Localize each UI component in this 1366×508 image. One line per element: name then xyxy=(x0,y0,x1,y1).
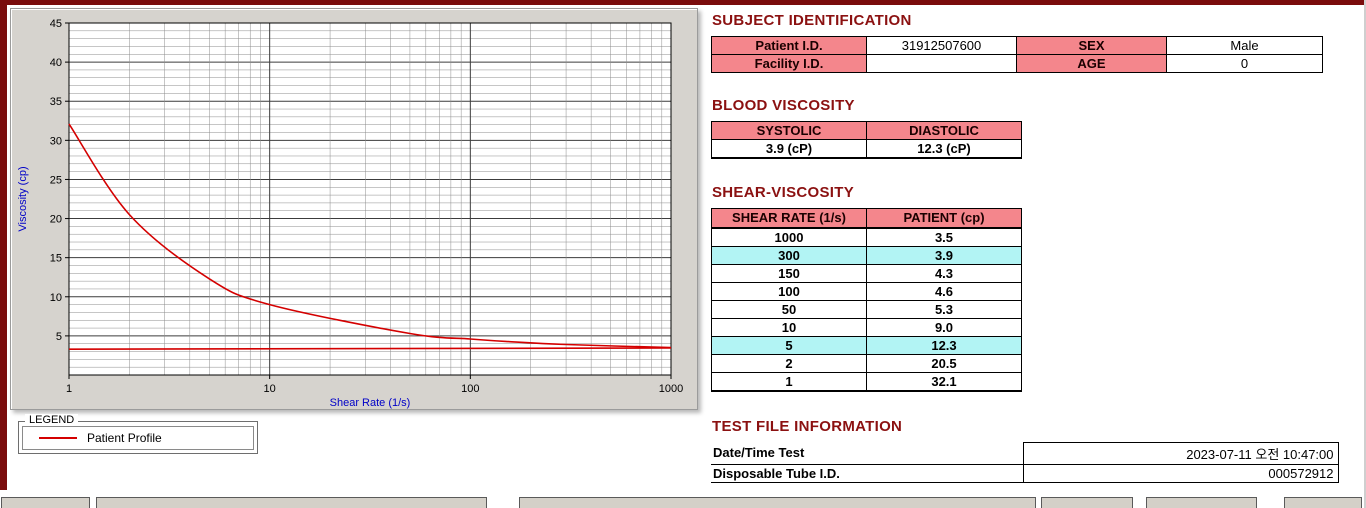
patient-id-value: 31912507600 xyxy=(866,36,1017,55)
svg-text:35: 35 xyxy=(50,96,62,108)
viscosity-chart-panel: 5 10 15 20 25 30 35 40 45 1 10 100 1000 Shear Rate (1… xyxy=(10,8,698,410)
table-row: Patient I.D. 31912507600 SEX Male xyxy=(711,36,1323,55)
shear-viscosity-body: 1000 3.5 300 3.9 150 4.3 100 4.6 50 5.3 10 9.0 5 12.3… xyxy=(711,227,1022,392)
window-frame-right xyxy=(1364,0,1366,508)
bottom-partial-button[interactable] xyxy=(1041,497,1133,508)
table-row: 3.9 (cP) 12.3 (cP) xyxy=(711,139,1022,159)
shear-rate-cell: 50 xyxy=(711,299,867,319)
svg-text:30: 30 xyxy=(50,135,62,147)
viscosity-chart-svg: 5 10 15 20 25 30 35 40 45 1 10 100 1000 Shear Rate (1… xyxy=(17,18,683,409)
disposable-tube-id-label: Disposable Tube I.D. xyxy=(711,464,1023,483)
subject-identification-heading: SUBJECT IDENTIFICATION xyxy=(712,12,912,29)
table-row: 100 4.6 xyxy=(711,281,1022,301)
test-file-information-table: Date/Time Test 2023-07-11 오전 10:47:00 Di… xyxy=(711,441,1339,483)
bottom-partial-button[interactable] xyxy=(519,497,1036,508)
patient-cp-cell: 4.3 xyxy=(866,263,1022,283)
shear-rate-cell: 2 xyxy=(711,353,867,373)
window-frame-top xyxy=(0,0,1366,5)
age-value: 0 xyxy=(1166,54,1323,73)
diastolic-value: 12.3 (cP) xyxy=(866,139,1022,159)
table-row: 50 5.3 xyxy=(711,299,1022,319)
window-frame-left xyxy=(0,0,7,490)
report-panel: SUBJECT IDENTIFICATION Patient I.D. 3191… xyxy=(711,12,1339,483)
svg-text:1000: 1000 xyxy=(659,383,683,395)
bottom-partial-button[interactable] xyxy=(1284,497,1362,508)
diastolic-header: DIASTOLIC xyxy=(866,121,1022,140)
shear-rate-column-header: SHEAR RATE (1/s) xyxy=(711,208,867,229)
table-row: Date/Time Test 2023-07-11 오전 10:47:00 xyxy=(711,441,1339,465)
disposable-tube-id-value: 000572912 xyxy=(1022,463,1339,483)
blood-viscosity-table: SYSTOLIC DIASTOLIC 3.9 (cP) 12.3 (cP) xyxy=(711,121,1022,159)
shear-rate-cell: 10 xyxy=(711,317,867,337)
patient-cp-cell: 4.6 xyxy=(866,281,1022,301)
patient-id-label: Patient I.D. xyxy=(711,36,867,55)
legend-entry-label: Patient Profile xyxy=(87,431,162,445)
patient-cp-cell: 5.3 xyxy=(866,299,1022,319)
svg-text:5: 5 xyxy=(56,331,62,343)
table-row: 1000 3.5 xyxy=(711,227,1022,247)
svg-text:45: 45 xyxy=(50,18,62,30)
facility-id-value xyxy=(866,54,1017,73)
shear-viscosity-heading: SHEAR-VISCOSITY xyxy=(712,184,855,201)
legend-line-sample xyxy=(39,437,77,439)
systolic-value: 3.9 (cP) xyxy=(711,139,867,159)
subject-identification-table: Patient I.D. 31912507600 SEX Male Facili… xyxy=(711,36,1323,73)
bottom-partial-button[interactable] xyxy=(1,497,90,508)
blood-viscosity-heading: BLOOD VISCOSITY xyxy=(712,97,855,114)
table-row: Disposable Tube I.D. 000572912 xyxy=(711,463,1339,483)
patient-cp-cell: 9.0 xyxy=(866,317,1022,337)
legend-title: LEGEND xyxy=(25,414,79,426)
patient-cp-cell: 32.1 xyxy=(866,371,1022,392)
table-row: 150 4.3 xyxy=(711,263,1022,283)
sex-value: Male xyxy=(1166,36,1323,55)
shear-rate-cell: 300 xyxy=(711,245,867,265)
shear-rate-cell: 150 xyxy=(711,263,867,283)
bottom-partial-button[interactable] xyxy=(96,497,487,508)
patient-cp-cell: 20.5 xyxy=(866,353,1022,373)
sex-label: SEX xyxy=(1016,36,1167,55)
patient-cp-cell: 3.9 xyxy=(866,245,1022,265)
age-label: AGE xyxy=(1016,54,1167,73)
svg-text:20: 20 xyxy=(50,214,62,226)
table-row: 300 3.9 xyxy=(711,245,1022,265)
table-row: 2 20.5 xyxy=(711,353,1022,373)
date-time-test-label: Date/Time Test xyxy=(711,442,1023,465)
svg-text:15: 15 xyxy=(50,253,62,265)
svg-text:25: 25 xyxy=(50,174,62,186)
shear-rate-cell: 1 xyxy=(711,371,867,392)
legend-content: Patient Profile xyxy=(22,426,254,450)
table-row: 10 9.0 xyxy=(711,317,1022,337)
table-row: 1 32.1 xyxy=(711,371,1022,392)
bottom-partial-button[interactable] xyxy=(1146,497,1257,508)
table-header-row: SHEAR RATE (1/s) PATIENT (cp) xyxy=(711,208,1022,229)
svg-text:10: 10 xyxy=(264,383,276,395)
legend-groupbox: LEGEND Patient Profile xyxy=(18,414,258,454)
systolic-header: SYSTOLIC xyxy=(711,121,867,140)
svg-text:Viscosity (cp): Viscosity (cp) xyxy=(17,166,29,231)
shear-viscosity-table: SHEAR RATE (1/s) PATIENT (cp) 1000 3.5 300… xyxy=(711,208,1022,392)
patient-cp-column-header: PATIENT (cp) xyxy=(866,208,1022,229)
table-row: Facility I.D. AGE 0 xyxy=(711,54,1323,73)
shear-rate-cell: 1000 xyxy=(711,227,867,247)
svg-text:1: 1 xyxy=(66,383,72,395)
table-row: 5 12.3 xyxy=(711,335,1022,355)
shear-rate-cell: 5 xyxy=(711,335,867,355)
facility-id-label: Facility I.D. xyxy=(711,54,867,73)
date-time-test-value: 2023-07-11 오전 10:47:00 xyxy=(1022,441,1339,465)
test-file-information-heading: TEST FILE INFORMATION xyxy=(712,417,903,435)
patient-cp-cell: 12.3 xyxy=(866,335,1022,355)
svg-text:100: 100 xyxy=(461,383,479,395)
shear-rate-cell: 100 xyxy=(711,281,867,301)
svg-text:40: 40 xyxy=(50,57,62,69)
patient-cp-cell: 3.5 xyxy=(866,227,1022,247)
svg-text:10: 10 xyxy=(50,292,62,304)
svg-text:Shear Rate (1/s): Shear Rate (1/s) xyxy=(330,397,411,409)
table-row: SYSTOLIC DIASTOLIC xyxy=(711,121,1022,140)
